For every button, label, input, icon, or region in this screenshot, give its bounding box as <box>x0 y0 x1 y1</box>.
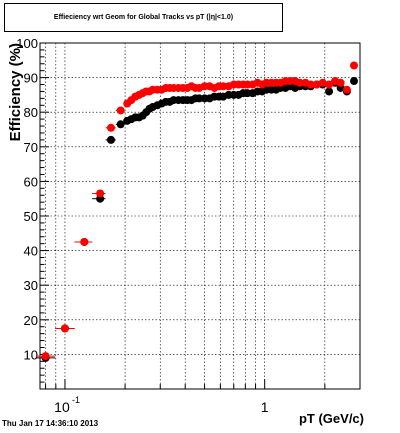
y-tick-label: 90 <box>24 71 38 86</box>
data-point <box>325 80 334 89</box>
data-point <box>295 78 304 87</box>
x-tick-label-exponent: -1 <box>72 395 80 405</box>
y-axis-label: Efficiency (%) <box>7 43 24 141</box>
y-tick-label: 10 <box>24 347 38 362</box>
x-axis-label: pT (GeV/c) <box>299 411 364 426</box>
y-tick-label: 100 <box>16 36 38 51</box>
y-tick-label: 70 <box>24 140 38 155</box>
data-point <box>60 324 69 333</box>
y-tick-label: 20 <box>24 313 38 328</box>
timestamp-footer: Thu Jan 17 14:36:10 2013 <box>2 419 99 428</box>
data-point <box>116 106 125 115</box>
data-point <box>96 189 105 198</box>
x-tick-label: 10 <box>54 399 70 415</box>
series-layer <box>35 61 359 362</box>
y-tick-label: 40 <box>24 244 38 259</box>
data-point <box>106 135 115 144</box>
data-point <box>306 80 315 89</box>
data-point <box>116 120 125 129</box>
data-point <box>106 123 115 132</box>
data-point <box>350 77 359 86</box>
chart-title: Effieciency wrt Geom for Global Tracks v… <box>4 3 283 32</box>
data-point <box>342 85 351 94</box>
y-tick-label: 50 <box>24 209 38 224</box>
data-point <box>350 61 359 70</box>
y-tick-label: 30 <box>24 278 38 293</box>
series-1 <box>35 61 359 361</box>
y-tick-label: 80 <box>24 105 38 120</box>
x-tick-label: 1 <box>261 399 269 415</box>
y-tick-label: 60 <box>24 174 38 189</box>
data-point <box>336 78 345 87</box>
data-point <box>325 87 334 96</box>
series-0 <box>35 77 359 362</box>
axis-labels: Efficiency (%) pT (GeV/c) <box>7 43 364 426</box>
data-point <box>318 78 327 87</box>
data-point <box>41 352 50 361</box>
data-point <box>80 237 89 246</box>
